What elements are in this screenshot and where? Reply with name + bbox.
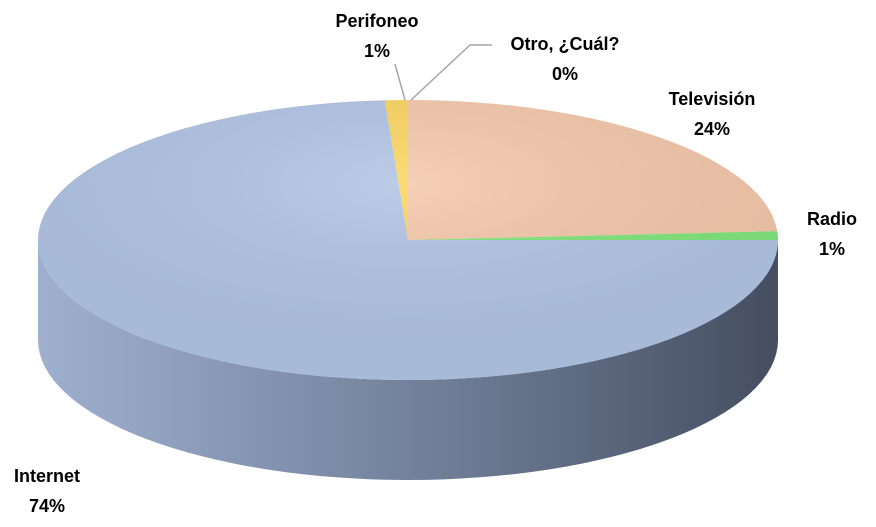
labels: Otro, ¿Cuál? 0% Televisión 24% Radio 1% Intern… xyxy=(14,11,857,516)
slice-value-label: 1% xyxy=(364,41,390,61)
slice-value-label: 74% xyxy=(29,496,65,516)
slice-label: Perifoneo xyxy=(335,11,418,31)
slice-label: Internet xyxy=(14,466,80,486)
slice-side xyxy=(38,240,778,480)
slice-value-label: 1% xyxy=(819,239,845,259)
pie-highlight xyxy=(38,100,778,380)
leader-line xyxy=(410,44,492,101)
pie-tops xyxy=(38,100,778,381)
slice-label: Televisión xyxy=(669,89,756,109)
leader-line xyxy=(394,63,406,101)
slice-value-label: 0% xyxy=(552,64,578,84)
pie-sides xyxy=(38,240,778,480)
slice-value-label: 24% xyxy=(694,119,730,139)
slice-label: Radio xyxy=(807,209,857,229)
slice-label: Otro, ¿Cuál? xyxy=(511,34,620,54)
